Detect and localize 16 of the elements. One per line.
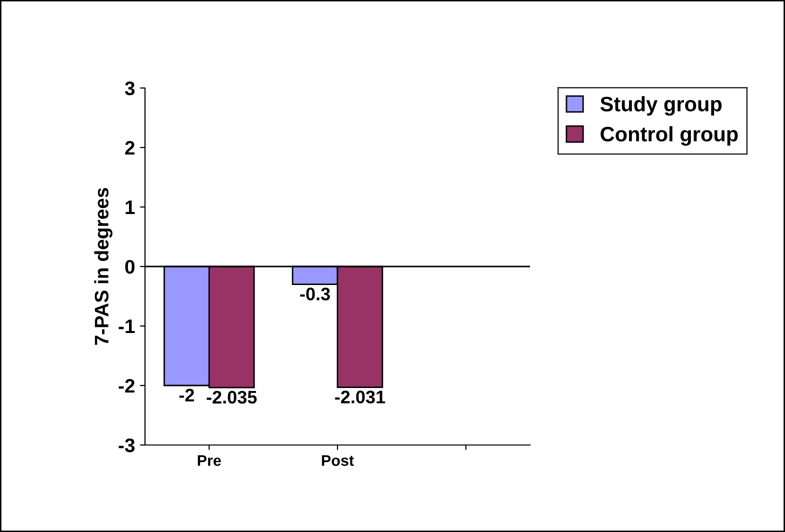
y-tick-label: 1 (126, 200, 135, 214)
data-label: -2.035 (206, 390, 257, 404)
x-tick-label: Post (322, 455, 354, 466)
y-tick-label: -3 (118, 438, 135, 452)
y-tick-label: -2 (118, 378, 134, 393)
legend-label: Study group (600, 96, 722, 116)
legend-label: Control group (600, 126, 738, 146)
data-label: -2.031 (335, 390, 386, 404)
data-label: -0.3 (300, 288, 330, 300)
y-tick-label: -1 (118, 320, 135, 334)
data-label: -2 (179, 388, 194, 402)
x-tick-label: Pre (198, 455, 221, 466)
y-tick-label: 3 (124, 81, 135, 96)
y-axis-title: 7-PAS in degrees (94, 188, 112, 345)
y-tick-label: 2 (125, 140, 134, 155)
y-tick-label: 0 (125, 260, 134, 274)
